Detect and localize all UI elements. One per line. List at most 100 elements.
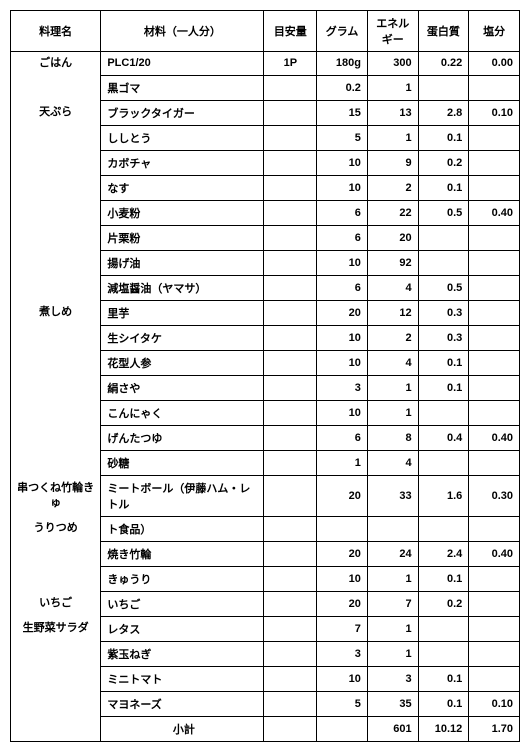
ingredient-cell: 生シイタケ [101,325,264,350]
ingredient-cell: 絹さや [101,375,264,400]
amount-cell [264,100,317,125]
energy-cell [367,516,418,541]
amount-cell [264,75,317,100]
salt-cell: 0.00 [469,52,520,76]
amount-cell [264,200,317,225]
table-row: 絹さや310.1 [11,375,520,400]
amount-cell [264,666,317,691]
gram-cell: 10 [317,350,368,375]
amount-cell [264,475,317,516]
table-row: 片栗粉 620 [11,225,520,250]
amount-cell [264,225,317,250]
table-row: 花型人参1040.1 [11,350,520,375]
amount-cell [264,591,317,616]
protein-cell [418,641,469,666]
ingredient-cell: 紫玉ねぎ [101,641,264,666]
amount-cell [264,566,317,591]
gram-cell: 15 [317,100,368,125]
ingredient-cell: なす [101,175,264,200]
protein-cell: 0.1 [418,666,469,691]
ingredient-cell: 小計 [101,716,264,741]
dish-cell [11,225,101,250]
gram-cell: 6 [317,225,368,250]
energy-cell: 20 [367,225,418,250]
energy-cell: 12 [367,300,418,325]
protein-cell [418,400,469,425]
table-row: マヨネーズ5350.10.10 [11,691,520,716]
energy-cell: 1 [367,641,418,666]
salt-cell [469,375,520,400]
energy-cell: 22 [367,200,418,225]
energy-cell: 35 [367,691,418,716]
header-gram: グラム [317,11,368,52]
dish-cell [11,541,101,566]
dish-cell: うりつめ [11,516,101,541]
ingredient-cell: ト食品） [101,516,264,541]
amount-cell [264,300,317,325]
dish-cell [11,566,101,591]
dish-cell [11,666,101,691]
table-row: なす1020.1 [11,175,520,200]
amount-cell [264,691,317,716]
protein-cell: 0.22 [418,52,469,76]
salt-cell: 0.40 [469,541,520,566]
table-row: 生シイタケ1020.3 [11,325,520,350]
salt-cell [469,150,520,175]
protein-cell [418,450,469,475]
dish-cell: 煮しめ [11,300,101,325]
dish-cell [11,716,101,741]
salt-cell [469,566,520,591]
salt-cell [469,225,520,250]
amount-cell [264,375,317,400]
salt-cell [469,275,520,300]
protein-cell: 0.1 [418,375,469,400]
gram-cell: 180g [317,52,368,76]
amount-cell [264,516,317,541]
dish-cell [11,200,101,225]
energy-cell: 7 [367,591,418,616]
header-ingredient: 材料（一人分） [101,11,264,52]
protein-cell [418,250,469,275]
ingredient-cell: マヨネーズ [101,691,264,716]
gram-cell: 20 [317,541,368,566]
table-row: カボチャ1090.2 [11,150,520,175]
dish-cell [11,175,101,200]
amount-cell [264,275,317,300]
ingredient-cell: ししとう [101,125,264,150]
table-body: ごはんPLC1/201P180g3000.220.00黒ゴマ0.21天ぷらブラッ… [11,52,520,742]
protein-cell: 0.3 [418,325,469,350]
dish-cell [11,125,101,150]
table-row: 砂糖14 [11,450,520,475]
amount-cell [264,450,317,475]
table-row: うりつめト食品） [11,516,520,541]
amount-cell [264,350,317,375]
energy-cell: 3 [367,666,418,691]
gram-cell: 10 [317,566,368,591]
salt-cell [469,400,520,425]
gram-cell: 6 [317,200,368,225]
table-row: げんたつゆ680.40.40 [11,425,520,450]
protein-cell: 0.1 [418,566,469,591]
salt-cell: 0.10 [469,691,520,716]
header-amount: 目安量 [264,11,317,52]
ingredient-cell: 焼き竹輪 [101,541,264,566]
table-row: 煮しめ里芋20120.3 [11,300,520,325]
protein-cell [418,516,469,541]
gram-cell: 10 [317,175,368,200]
ingredient-cell: こんにゃく [101,400,264,425]
dish-cell: ごはん [11,52,101,76]
protein-cell: 2.8 [418,100,469,125]
gram-cell: 6 [317,275,368,300]
gram-cell: 1 [317,450,368,475]
nutrition-table: 料理名 材料（一人分） 目安量 グラム エネルギー 蛋白質 塩分 ごはんPLC1… [10,10,520,742]
salt-cell: 0.40 [469,425,520,450]
ingredient-cell: ミートボール（伊藤ハム・レトル [101,475,264,516]
dish-cell: 天ぷら [11,100,101,125]
table-row: 揚げ油1092 [11,250,520,275]
amount-cell [264,150,317,175]
ingredient-cell: 片栗粉 [101,225,264,250]
gram-cell: 10 [317,400,368,425]
dish-cell [11,641,101,666]
amount-cell [264,541,317,566]
protein-cell: 0.4 [418,425,469,450]
